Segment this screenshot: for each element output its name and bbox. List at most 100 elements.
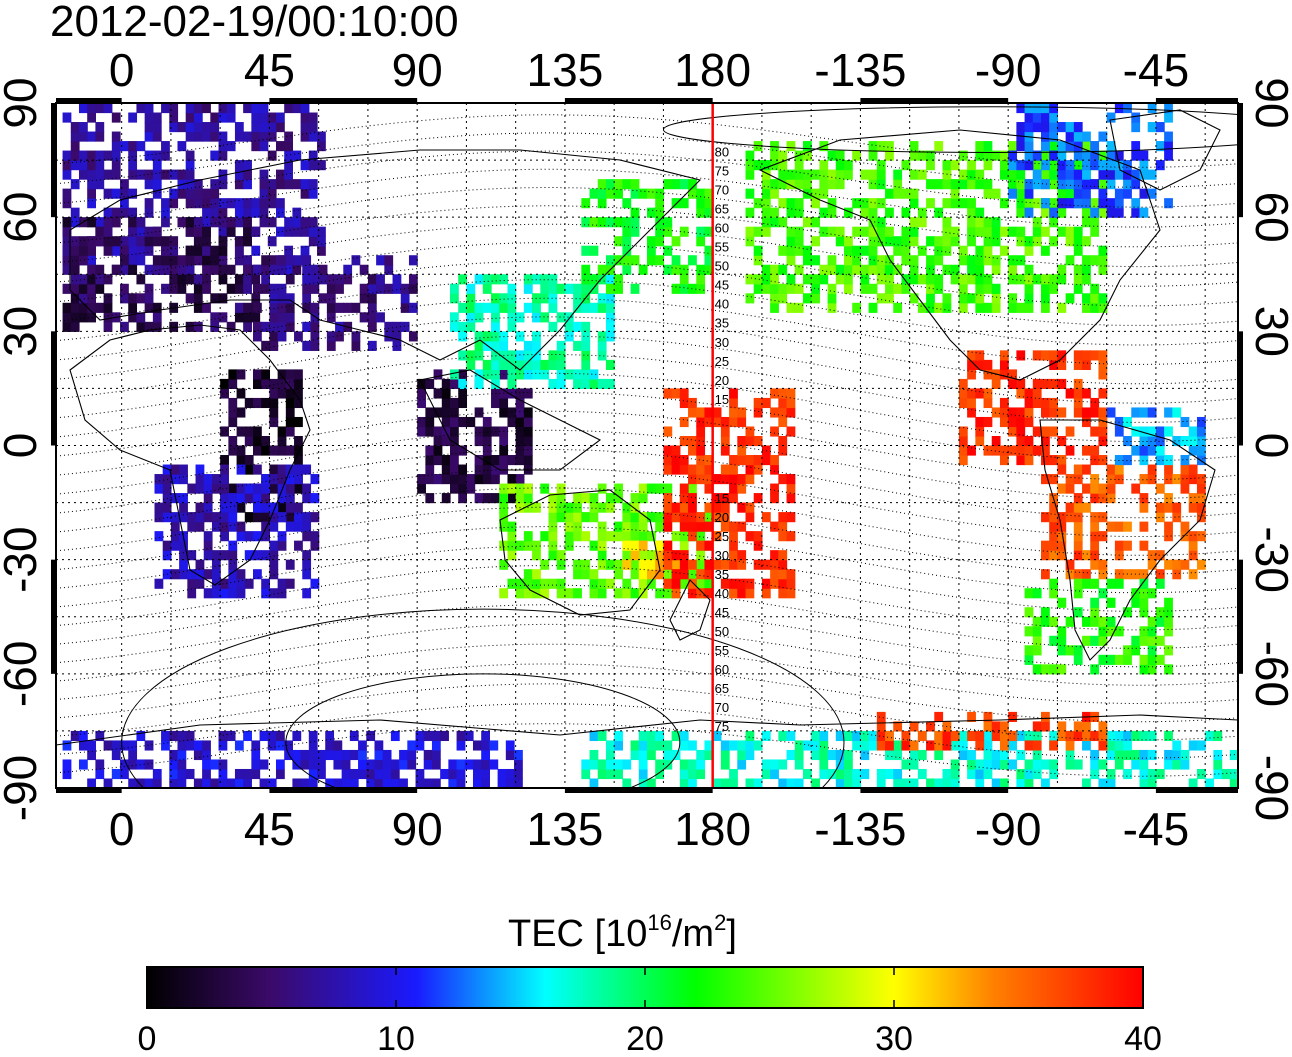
tec-cell (275, 179, 285, 190)
tec-cell (778, 759, 788, 770)
tec-cell (1049, 397, 1059, 409)
magnetic-pole-contour (663, 106, 1238, 153)
tec-cell (251, 207, 261, 218)
tec-cell (448, 768, 458, 780)
tec-cell (431, 759, 441, 770)
tec-cell (1041, 302, 1050, 313)
tec-cell (983, 245, 993, 256)
tec-cell (1180, 464, 1190, 475)
tec-cell (663, 483, 673, 494)
tec-cell (523, 274, 533, 285)
tec-cell (251, 245, 261, 256)
tec-cell (1164, 531, 1173, 542)
tec-cell (885, 226, 894, 237)
tec-cell (622, 531, 632, 542)
map-title: 2012-02-19/00:10:00 (50, 0, 459, 46)
tec-cell (1098, 264, 1108, 275)
tec-cell (226, 217, 236, 228)
tec-cell (187, 521, 197, 532)
lat-tick-label-right: 60 (1246, 192, 1292, 243)
tec-cell (1024, 302, 1034, 313)
tec-cell (87, 255, 96, 266)
tec-cell (193, 255, 203, 266)
tec-cell (704, 198, 714, 209)
tec-cell (417, 483, 426, 494)
tec-cell (169, 274, 179, 285)
tec-cell (1016, 179, 1026, 190)
tec-cell (1090, 160, 1100, 171)
tec-cell (425, 455, 435, 466)
tec-cell (901, 160, 911, 171)
tec-cell (1032, 160, 1042, 171)
tec-cell (712, 512, 722, 523)
tec-cell (111, 740, 121, 751)
tec-cell (236, 531, 246, 542)
tec-cell (819, 207, 829, 218)
tec-cell (203, 493, 213, 504)
tec-cell (195, 559, 205, 570)
tec-cell (234, 312, 244, 323)
tec-cell (384, 331, 394, 342)
tec-cell (95, 122, 105, 133)
tec-cell (770, 768, 779, 780)
tec-cell (581, 340, 591, 351)
tec-cell (491, 359, 500, 370)
tec-cell (1016, 188, 1026, 199)
tec-cell (573, 378, 582, 390)
tec-cell (802, 255, 812, 266)
tec-cell (983, 283, 993, 294)
tec-cell (177, 740, 187, 751)
tec-cell (901, 283, 911, 294)
tec-cell (1041, 283, 1050, 294)
tec-cell (1057, 264, 1067, 275)
tec-cell (179, 559, 188, 570)
tec-cell (259, 759, 269, 770)
tec-cell (261, 483, 271, 494)
tec-cell (917, 302, 927, 313)
tec-cell (564, 512, 574, 523)
tec-cell (1106, 578, 1116, 589)
tec-cell (753, 274, 763, 285)
tec-cell (909, 740, 919, 751)
tec-cell (210, 778, 220, 788)
tec-cell (367, 293, 377, 304)
maglat-label-north: 50 (715, 259, 729, 274)
tec-cell (663, 445, 673, 456)
tec-cell (1024, 455, 1034, 466)
tec-cell (294, 331, 303, 342)
tec-cell (778, 569, 788, 580)
coastline-greenland (1109, 109, 1221, 191)
tec-cell (1098, 169, 1108, 180)
tec-cell (308, 131, 318, 142)
tec-cell (218, 131, 228, 142)
tec-cell (78, 312, 88, 323)
tec-cell (1041, 141, 1050, 152)
tec-cell (261, 531, 271, 542)
tec-cell (185, 131, 195, 142)
tec-cell (251, 768, 261, 780)
tec-cell (950, 226, 960, 237)
tec-cell (292, 207, 302, 218)
tec-cell (136, 226, 146, 237)
tec-cell (489, 740, 499, 751)
tec-cell (729, 550, 738, 561)
tec-cell (917, 749, 927, 761)
tec-cell (236, 407, 246, 418)
tec-cell (564, 540, 574, 551)
tec-cell (1098, 302, 1108, 313)
tec-cell (456, 778, 466, 788)
tec-cell (269, 321, 279, 332)
tec-cell (958, 455, 968, 466)
tec-cell (630, 550, 640, 561)
tec-cell (128, 150, 138, 161)
tec-cell (581, 321, 591, 332)
tec-cell (1049, 236, 1059, 247)
tec-cell (261, 378, 271, 390)
tec-cell (408, 274, 418, 285)
tec-cell (269, 483, 279, 494)
tec-cell (228, 378, 238, 390)
tec-cell (605, 283, 615, 294)
tec-cell (1106, 483, 1116, 494)
tec-cell (1032, 217, 1042, 228)
tec-cell (745, 226, 755, 237)
